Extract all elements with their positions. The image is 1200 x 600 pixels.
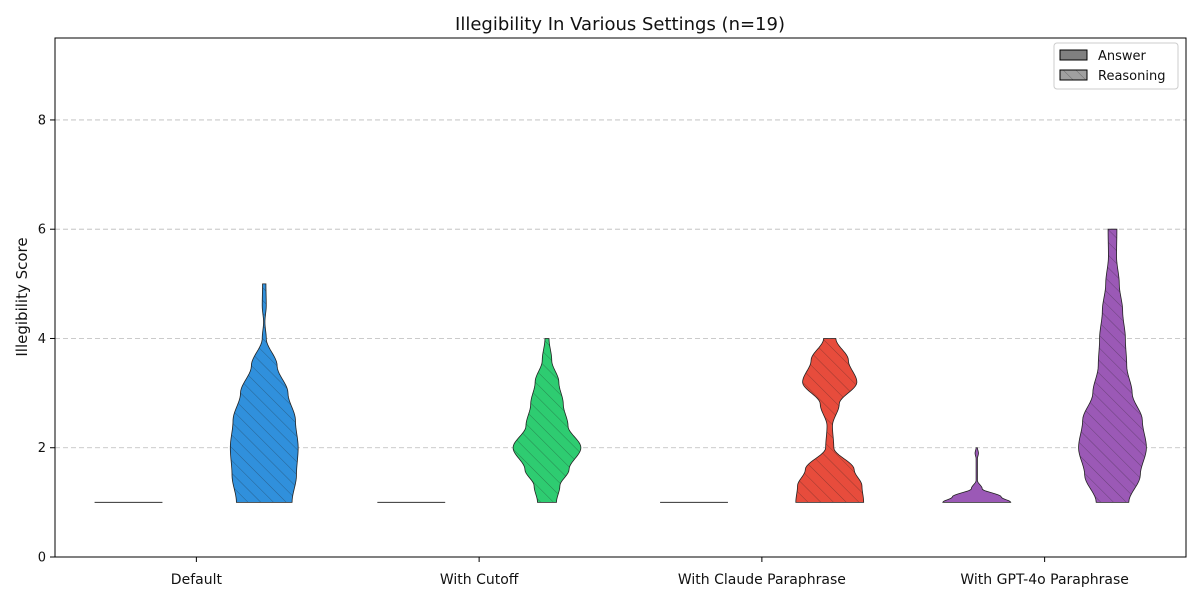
x-tick-label: With Cutoff (440, 572, 519, 588)
violin-with-gpt-4o-paraphrase-reasoning (1078, 228, 1147, 503)
violin-outline (942, 447, 1012, 503)
y-tick-label: 8 (38, 113, 46, 128)
y-axis-ticks: 0 2 4 6 8 (38, 113, 55, 566)
y-axis-label: Illegibility Score (13, 237, 31, 356)
violin-hatch (230, 283, 299, 503)
x-tick-label: With GPT-4o Paraphrase (960, 572, 1129, 588)
legend-label-reasoning: Reasoning (1098, 69, 1165, 84)
violins (94, 228, 1147, 503)
legend-swatch-reasoning (1059, 69, 1088, 81)
y-tick-label: 4 (38, 332, 46, 347)
legend-label-answer: Answer (1098, 49, 1147, 64)
violin-outline (512, 338, 582, 503)
x-axis-ticks: Default With Cutoff With Claude Paraphrase… (171, 557, 1129, 588)
y-tick-label: 6 (38, 223, 46, 238)
y-tick-label: 0 (38, 551, 46, 566)
violin-with-cutoff-reasoning (512, 338, 582, 503)
violin-outline (795, 338, 865, 503)
violin-hatch (513, 338, 581, 503)
violin-outline (1078, 228, 1147, 503)
violin-hatch (795, 338, 864, 503)
violin-outline (229, 283, 299, 503)
legend: Answer Reasoning (1053, 42, 1179, 90)
legend-swatch-answer (1059, 49, 1088, 61)
violin-with-gpt-4o-paraphrase-answer (942, 447, 1012, 503)
violin-hatch (1078, 229, 1147, 503)
violin-default-reasoning (229, 283, 299, 503)
violin-body (942, 447, 1011, 503)
x-tick-label: With Claude Paraphrase (678, 572, 846, 588)
gridlines (55, 119, 1186, 449)
chart-title: Illegibility In Various Settings (n=19) (455, 14, 785, 35)
x-tick-label: Default (171, 572, 223, 588)
violin-with-claude-paraphrase-reasoning (795, 338, 865, 503)
y-tick-label: 2 (38, 441, 46, 456)
plot-frame (54, 37, 1187, 558)
